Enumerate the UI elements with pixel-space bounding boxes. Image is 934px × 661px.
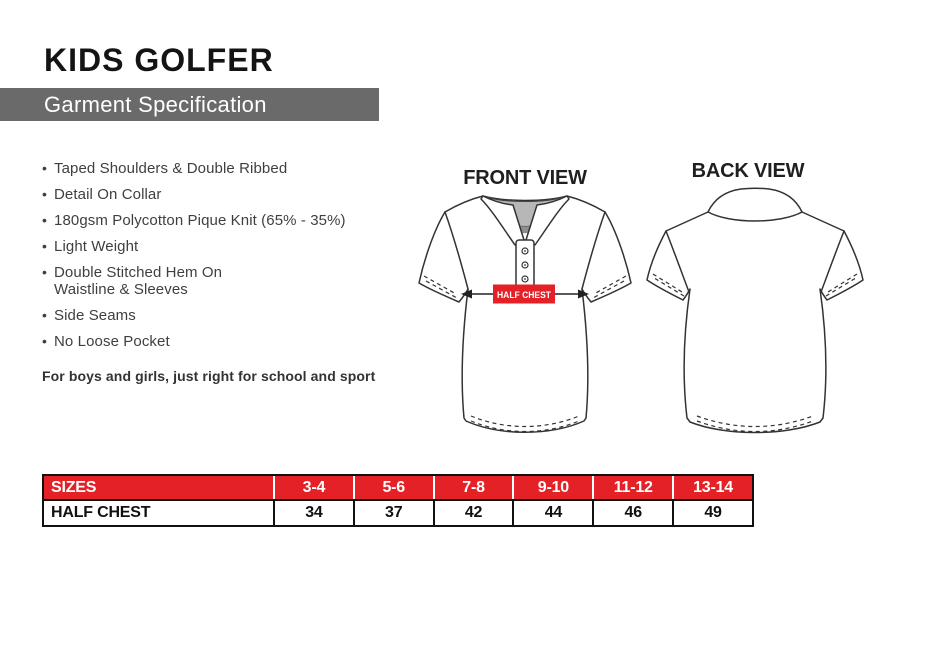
feature-item: No Loose Pocket [42, 333, 402, 350]
feature-list: Taped Shoulders & Double Ribbed Detail On… [42, 160, 402, 359]
size-table-header-row: SIZES 3-4 5-6 7-8 9-10 11-12 13-14 [44, 476, 752, 501]
feature-item: Taped Shoulders & Double Ribbed [42, 160, 402, 177]
size-table-data-row: HALF CHEST 34 37 42 44 46 49 [44, 501, 752, 525]
size-table-header-cell: 7-8 [432, 476, 513, 499]
front-view-label: FRONT VIEW [463, 167, 587, 189]
size-table-value-cell: 34 [273, 501, 353, 525]
size-table-header-cell: 3-4 [273, 476, 353, 499]
size-table: SIZES 3-4 5-6 7-8 9-10 11-12 13-14 HALF CHEST 3… [42, 474, 754, 527]
tagline-note: For boys and girls, just right for schoo… [42, 368, 376, 384]
back-view-label: BACK VIEW [691, 160, 805, 182]
size-table-value-cell: 46 [592, 501, 673, 525]
size-table-header-cell: 9-10 [512, 476, 593, 499]
size-table-value-cell: 49 [672, 501, 752, 525]
size-table-value-cell: 44 [512, 501, 593, 525]
half-chest-badge [493, 284, 555, 304]
half-chest-badge-label: HALF CHEST [497, 290, 551, 301]
feature-item: Light Weight [42, 238, 402, 255]
feature-item: 180gsm Polycotton Pique Knit (65% - 35%) [42, 212, 402, 229]
size-table-header-cell: 13-14 [672, 476, 752, 499]
back-body-outline [646, 211, 864, 434]
back-collar-band [707, 187, 803, 222]
size-table-header-cell: 11-12 [592, 476, 673, 499]
front-armhole-seam-left [444, 211, 469, 290]
front-shirt-illustration: HALF CHEST [418, 195, 632, 433]
page-title: KIDS GOLFER [44, 42, 274, 78]
section-banner: Garment Specification [0, 88, 379, 121]
back-stitching [652, 273, 858, 433]
feature-item: Double Stitched Hem On Waistline & Sleev… [42, 264, 402, 298]
front-armhole-seam-right [581, 211, 606, 290]
size-table-header-label: SIZES [44, 476, 273, 499]
size-table-value-cell: 42 [432, 501, 513, 525]
back-shirt-illustration [646, 187, 864, 434]
size-table-row-label: HALF CHEST [44, 501, 273, 525]
front-stitching [423, 275, 627, 433]
back-armhole-seam-left [665, 230, 690, 293]
feature-item: Detail On Collar [42, 186, 402, 203]
back-armhole-seam-right [820, 230, 845, 293]
size-table-value-cell: 37 [352, 501, 433, 525]
half-chest-measure: HALF CHEST [461, 284, 589, 304]
size-table-header-cell: 5-6 [352, 476, 433, 499]
arrow-left-icon [461, 289, 472, 299]
arrow-right-icon [578, 289, 589, 299]
feature-item: Side Seams [42, 307, 402, 324]
